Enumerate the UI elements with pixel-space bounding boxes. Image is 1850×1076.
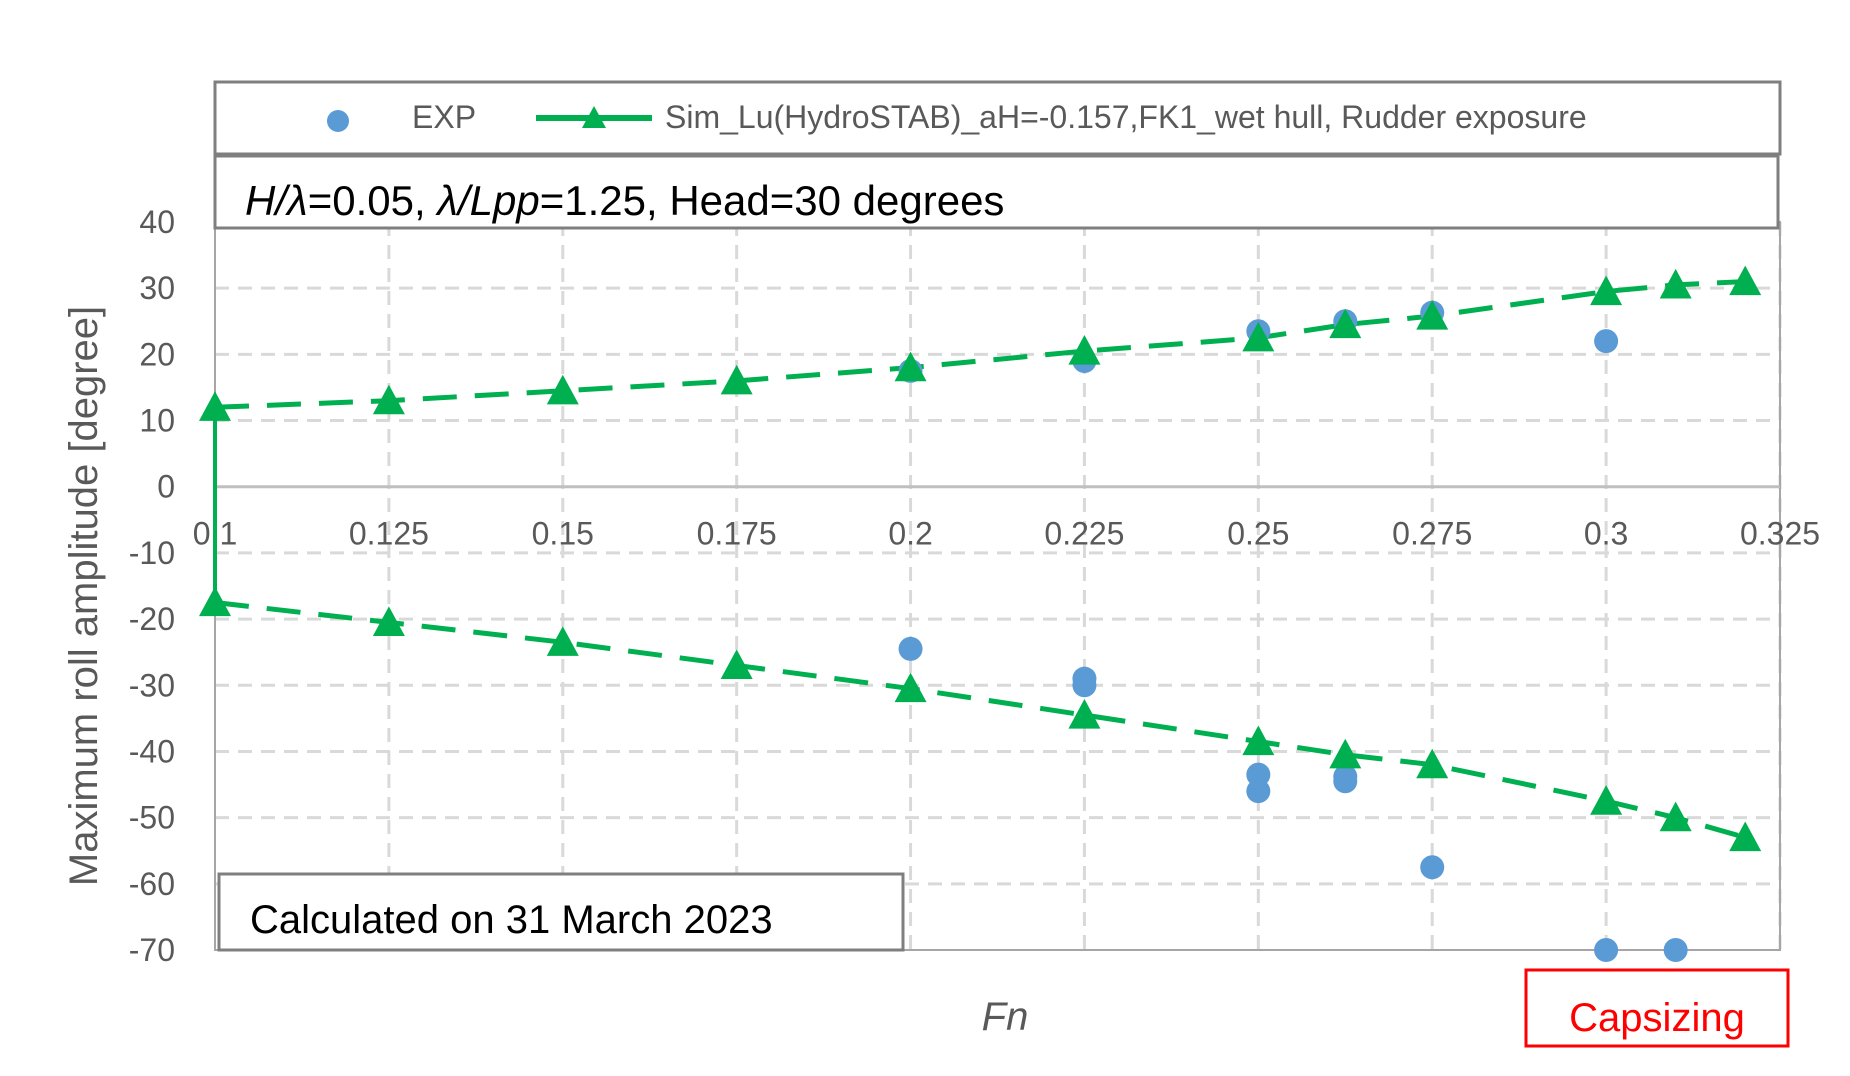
sim-upper-point xyxy=(372,384,405,415)
sim-lower-point xyxy=(1729,821,1762,852)
sim-upper-point xyxy=(1068,335,1101,365)
condition-annotation: H/λ=0.05, λ/Lpp=1.25, Head=30 degrees xyxy=(213,154,1780,230)
y-tick-label: -20 xyxy=(129,601,175,637)
y-tick-label: -30 xyxy=(129,667,175,703)
y-tick-label: -10 xyxy=(129,535,175,571)
x-axis-title: Fn xyxy=(982,995,1029,1039)
sim-lower-point xyxy=(546,626,579,656)
x-tick-label: 0.25 xyxy=(1227,516,1289,552)
x-tick-label: 0.275 xyxy=(1392,516,1472,552)
capsizing-annotation: Capsizing xyxy=(1524,968,1790,1048)
exp-point xyxy=(898,636,923,661)
sim-upper-line xyxy=(214,279,1746,410)
sim-upper-point xyxy=(1416,299,1449,330)
sim-lower-point xyxy=(1242,725,1275,756)
sim-lower-point xyxy=(199,586,231,617)
y-tick-label: -70 xyxy=(129,932,175,968)
legend-sim-marker xyxy=(582,106,606,128)
sim-upper-point xyxy=(1590,275,1623,306)
grid-lines xyxy=(215,222,1782,950)
sim-upper-point xyxy=(1659,268,1692,299)
sim-lower-line xyxy=(214,600,1746,840)
capsizing-text: Capsizing xyxy=(1569,996,1745,1040)
y-tick-label: -50 xyxy=(129,800,175,836)
x-tick-label: 0.125 xyxy=(349,516,429,552)
sim-upper-point xyxy=(199,391,231,421)
y-tick-label: -40 xyxy=(129,733,175,769)
plot-area-border xyxy=(214,221,1781,951)
calculated-annotation: Calculated on 31 March 2023 xyxy=(217,872,905,952)
x-tick-label: 0.2 xyxy=(888,516,932,552)
y-tick-label: 10 xyxy=(139,403,175,439)
legend-sim-label: Sim_Lu(HydroSTAB)_aH=-0.157,FK1_wet hull… xyxy=(665,99,1587,135)
sim-lower-point xyxy=(1416,748,1449,779)
sim-lower-point xyxy=(720,649,753,680)
exp-point xyxy=(1594,329,1619,354)
legend-exp-marker xyxy=(327,110,349,132)
x-tick-label: 0.3 xyxy=(1584,516,1628,552)
y-tick-label: 40 xyxy=(139,204,175,240)
legend-box xyxy=(213,80,1782,156)
y-tick-label: 0 xyxy=(157,469,175,505)
sim-lower-point xyxy=(1329,738,1362,769)
sim-lower-point xyxy=(1068,699,1101,729)
condition-text: H/λ=0.05, λ/Lpp=1.25, Head=30 degrees xyxy=(245,177,1004,224)
x-tick-label: 0.325 xyxy=(1740,516,1820,552)
condition-box xyxy=(213,154,1780,230)
legend-exp-label: EXP xyxy=(412,99,476,135)
y-tick-label: 30 xyxy=(139,270,175,306)
capsizing-box xyxy=(1524,968,1790,1048)
calculated-text: Calculated on 31 March 2023 xyxy=(250,898,773,942)
sim-upper-point xyxy=(1729,265,1762,296)
legend: EXP Sim_Lu(HydroSTAB)_aH=-0.157,FK1_wet … xyxy=(213,80,1782,156)
x-tick-label: 0.175 xyxy=(697,516,777,552)
exp-point xyxy=(1594,938,1619,962)
exp-point xyxy=(1246,779,1271,804)
x-tick-label: 0.225 xyxy=(1044,516,1124,552)
sim-lower-point xyxy=(1590,785,1623,815)
sim-upper-point xyxy=(1242,321,1275,352)
sim-lower-point xyxy=(894,672,927,703)
calculated-box xyxy=(217,872,905,952)
sim-lower-point xyxy=(372,606,405,636)
sim-upper-point xyxy=(1329,308,1362,339)
y-tick-label: -60 xyxy=(129,866,175,902)
exp-point xyxy=(1333,769,1358,794)
x-tick-label: 0.15 xyxy=(532,516,594,552)
y-tick-label: 20 xyxy=(139,336,175,372)
sim-upper-point xyxy=(546,374,579,405)
y-axis-title: Maximum roll amplitude [degree] xyxy=(62,306,106,886)
exp-point xyxy=(1420,855,1445,880)
exp-point xyxy=(1246,762,1271,787)
exp-point xyxy=(1072,673,1097,698)
sim-upper-point xyxy=(894,351,927,382)
sim-upper-point xyxy=(720,364,753,395)
data-series xyxy=(199,265,1762,962)
exp-point xyxy=(1663,938,1688,962)
sim-lower-point xyxy=(1659,801,1692,832)
